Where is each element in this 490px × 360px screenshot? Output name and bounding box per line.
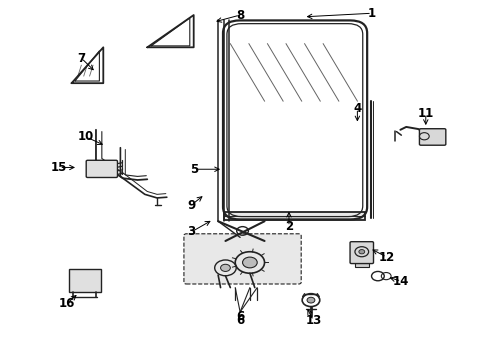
Bar	[75, 272, 82, 288]
FancyBboxPatch shape	[419, 129, 446, 145]
Circle shape	[243, 257, 257, 268]
Text: 9: 9	[187, 199, 196, 212]
Text: 4: 4	[353, 102, 362, 115]
Text: 8: 8	[236, 9, 244, 22]
Text: 1: 1	[368, 7, 376, 20]
Text: 11: 11	[417, 107, 434, 120]
Circle shape	[359, 249, 365, 254]
Text: 16: 16	[58, 297, 75, 310]
Text: 12: 12	[379, 251, 395, 264]
Text: 3: 3	[187, 225, 196, 238]
Bar	[85, 272, 91, 288]
Bar	[355, 261, 368, 267]
Bar	[224, 212, 365, 220]
Text: 13: 13	[305, 314, 321, 327]
Text: 5: 5	[190, 163, 198, 176]
Text: 7: 7	[77, 51, 85, 64]
Text: 2: 2	[285, 220, 293, 233]
Text: 6: 6	[236, 314, 244, 327]
Text: 14: 14	[393, 275, 410, 288]
FancyBboxPatch shape	[86, 160, 118, 177]
Circle shape	[307, 297, 315, 303]
Bar	[69, 269, 101, 292]
Text: 6: 6	[236, 310, 244, 324]
Circle shape	[220, 264, 230, 271]
FancyBboxPatch shape	[350, 242, 373, 264]
Text: 15: 15	[51, 161, 68, 174]
Text: 10: 10	[78, 130, 95, 144]
FancyBboxPatch shape	[184, 234, 301, 284]
